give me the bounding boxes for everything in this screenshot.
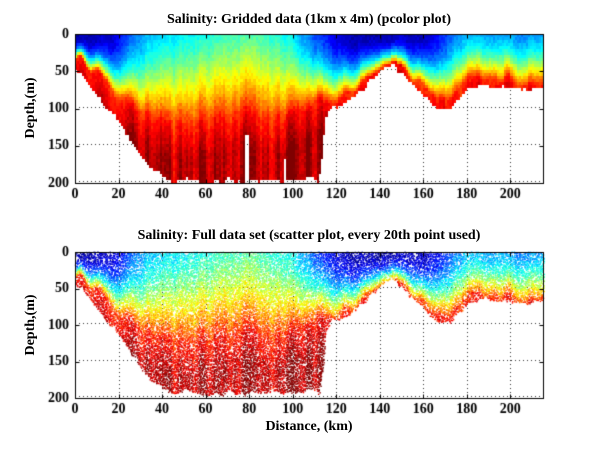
- pcolor-plot-title: Salinity: Gridded data (1km x 4m) (pcolo…: [166, 12, 452, 27]
- pcolor-plot-ylabel: Depth,(m): [23, 77, 38, 139]
- scatter-plot-ylabel: Depth,(m): [23, 294, 38, 356]
- distance-axis-label: Distance, (km): [265, 419, 353, 434]
- scatter-plot-title: Salinity: Full data set (scatter plot, e…: [137, 228, 481, 243]
